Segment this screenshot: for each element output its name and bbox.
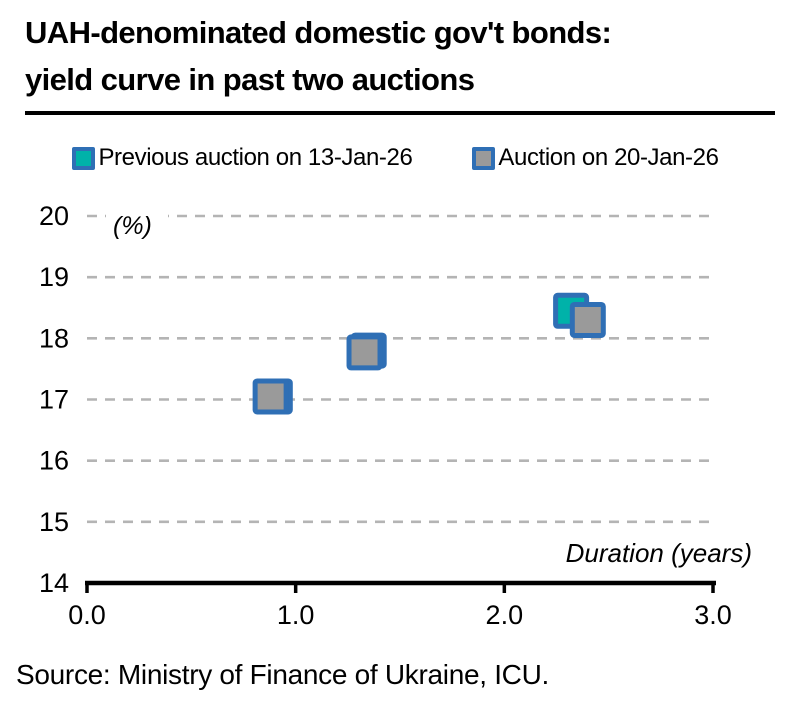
- legend-swatch-current-auction-icon: [472, 146, 496, 170]
- x-axis: 0.0 1.0 2.0 3.0: [68, 580, 732, 630]
- y-tick-label: 15: [39, 507, 69, 537]
- x-tick-label: 3.0: [694, 600, 732, 630]
- title-underline: [25, 111, 775, 115]
- x-axis-label: Duration (years): [566, 538, 752, 568]
- source-note: Source: Ministry of Finance of Ukraine, …: [16, 659, 549, 690]
- y-axis-unit-label: (%): [113, 212, 152, 240]
- y-tick-label: 17: [39, 385, 69, 415]
- legend-item-current-auction: Auction on 20-Jan-26: [472, 144, 719, 172]
- x-tick-label: 2.0: [486, 600, 524, 630]
- y-tick-label: 16: [39, 446, 69, 476]
- legend-item-previous-auction: Previous auction on 13-Jan-26: [72, 144, 413, 172]
- y-tick-label: 19: [39, 262, 69, 292]
- y-axis-tick-labels: 14 15 16 17 18 19 20: [39, 201, 69, 598]
- legend-swatch-previous-auction-icon: [72, 146, 96, 170]
- chart-legend: Previous auction on 13-Jan-26 Auction on…: [0, 144, 791, 172]
- x-tick-label: 0.0: [68, 600, 106, 630]
- y-tick-label: 20: [39, 201, 69, 231]
- grid-lines: [87, 214, 713, 524]
- y-tick-label: 18: [39, 323, 69, 353]
- legend-label-current-auction: Auction on 20-Jan-26: [498, 144, 719, 171]
- y-tick-label: 14: [39, 568, 69, 598]
- legend-label-previous-auction: Previous auction on 13-Jan-26: [98, 144, 413, 171]
- chart-title-line1: UAH-denominated domestic gov't bonds:: [25, 15, 612, 50]
- x-tick-label: 1.0: [277, 600, 315, 630]
- marker-current-auction: [252, 378, 289, 415]
- y-axis-unit: (%): [106, 206, 168, 240]
- x-axis-label: Duration (years): [566, 538, 752, 568]
- marker-current-auction: [346, 334, 383, 371]
- marker-current-auction: [569, 301, 606, 338]
- data-points: [252, 292, 606, 415]
- chart-title-line2: yield curve in past two auctions: [25, 62, 475, 97]
- chart-title: UAH-denominated domestic gov't bonds: yi…: [25, 9, 771, 103]
